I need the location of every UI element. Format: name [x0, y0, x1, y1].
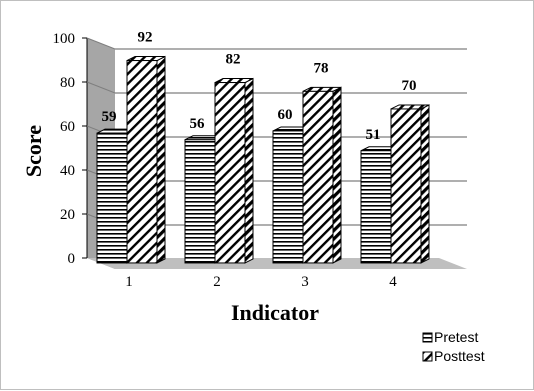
legend-label-pretest: Pretest: [434, 329, 478, 345]
bars: [96, 55, 430, 264]
gridline-depth: [86, 37, 116, 50]
y-tick-label: 40: [60, 163, 75, 179]
y-axis-title: Score: [21, 125, 46, 177]
bar-posttest-1: [126, 55, 166, 264]
x-tick-label-4: 4: [389, 274, 397, 290]
data-label-posttest-4: 70: [402, 78, 417, 94]
y-tick-label: 60: [60, 119, 75, 135]
x-tick-label-3: 3: [301, 274, 309, 290]
y-tick-label: 20: [60, 207, 75, 223]
bar-posttest-3: [302, 86, 342, 264]
legend-item-pretest: Pretest: [422, 329, 478, 345]
data-label-posttest-2: 82: [226, 52, 241, 68]
bar-posttest-2: [214, 77, 254, 264]
legend-label-posttest: Posttest: [434, 348, 485, 364]
gridline-depth: [86, 81, 116, 94]
data-label-pretest-1: 59: [102, 109, 117, 125]
y-tick-label: 100: [53, 31, 76, 47]
x-axis-ticks: 1 2 3 4: [125, 274, 397, 290]
data-labels: 59 92 56 82 60 78 51 70: [102, 30, 417, 143]
data-label-posttest-1: 92: [138, 30, 153, 46]
data-label-pretest-4: 51: [366, 127, 381, 143]
data-label-pretest-2: 56: [190, 116, 206, 132]
bar-posttest-4: [390, 104, 430, 264]
data-label-pretest-3: 60: [278, 107, 293, 123]
y-tick-label: 0: [68, 251, 76, 267]
data-label-posttest-3: 78: [314, 60, 329, 76]
x-tick-label-1: 1: [125, 274, 133, 290]
x-tick-label-2: 2: [213, 274, 221, 290]
y-tick-label: 80: [60, 75, 75, 91]
legend-swatch-posttest: [422, 351, 433, 362]
legend-swatch-pretest: [422, 332, 433, 343]
x-axis-title: Indicator: [231, 300, 319, 325]
legend-item-posttest: Posttest: [422, 348, 485, 364]
y-axis-ticks: 0 20 40 60 80 100: [53, 31, 87, 267]
legend: Pretest Posttest: [422, 329, 485, 364]
